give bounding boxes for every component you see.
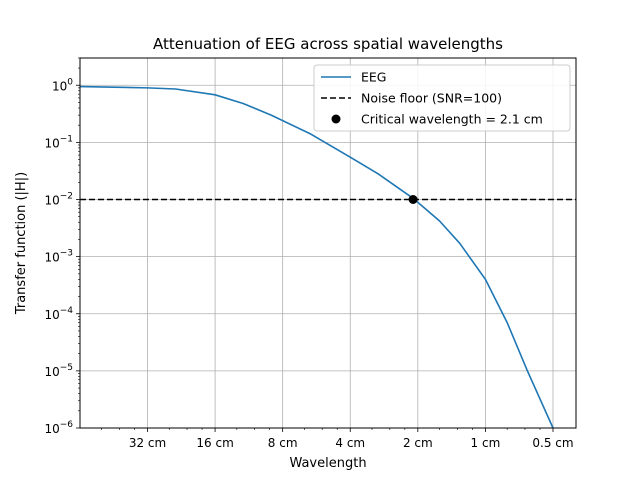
x-tick-label: 8 cm bbox=[268, 436, 298, 450]
y-tick-exponent: 0 bbox=[67, 77, 73, 87]
x-tick-label: 4 cm bbox=[335, 436, 365, 450]
y-tick-label: 10−2 bbox=[44, 192, 73, 208]
y-tick-exponent: −6 bbox=[60, 420, 74, 430]
x-tick-label: 1 cm bbox=[471, 436, 501, 450]
y-tick-label: 10−5 bbox=[44, 363, 73, 379]
y-tick-base: 10 bbox=[44, 308, 59, 322]
x-axis-label: Wavelength bbox=[289, 456, 366, 471]
y-axis-label: Transfer function (|H|) bbox=[14, 172, 29, 315]
x-tick-label: 16 cm bbox=[196, 436, 233, 450]
plot-frame bbox=[79, 57, 577, 429]
y-tick-base: 10 bbox=[52, 79, 67, 93]
y-tick-base: 10 bbox=[44, 422, 59, 436]
x-tick-label: 32 cm bbox=[129, 436, 166, 450]
y-tick-exponent: −5 bbox=[60, 363, 73, 373]
x-axis-ticks: 32 cm 16 cm 8 cm 4 cm 2 cm 1 cm 0.5 cm bbox=[101, 428, 574, 450]
critical-wavelength-marker bbox=[408, 195, 418, 205]
y-tick-exponent: −3 bbox=[60, 249, 73, 259]
legend-label: Noise floor (SNR=100) bbox=[361, 91, 502, 106]
y-tick-label: 10−6 bbox=[44, 420, 73, 436]
y-tick-label: 10−1 bbox=[44, 134, 73, 150]
y-tick-label: 10−4 bbox=[44, 306, 73, 322]
y-tick-base: 10 bbox=[44, 194, 59, 208]
y-tick-base: 10 bbox=[44, 251, 59, 265]
y-tick-label: 100 bbox=[52, 77, 73, 93]
y-tick-base: 10 bbox=[44, 136, 59, 150]
legend-swatch-critical-point bbox=[331, 114, 341, 124]
y-tick-exponent: −4 bbox=[60, 306, 74, 316]
legend-label: Critical wavelength = 2.1 cm bbox=[361, 112, 543, 127]
x-tick-label: 2 cm bbox=[403, 436, 433, 450]
legend-box bbox=[313, 64, 571, 132]
chart-title: Attenuation of EEG across spatial wavele… bbox=[153, 35, 503, 53]
y-tick-label: 10−3 bbox=[44, 249, 73, 265]
x-tick-label: 0.5 cm bbox=[532, 436, 573, 450]
eeg-series-line bbox=[79, 85, 554, 429]
legend-label: EEG bbox=[361, 70, 386, 85]
series-layer bbox=[79, 85, 576, 429]
y-tick-exponent: −2 bbox=[60, 192, 73, 202]
legend: EEG Noise floor (SNR=100) Critical wavelen… bbox=[313, 64, 571, 132]
y-tick-base: 10 bbox=[44, 365, 59, 379]
y-tick-exponent: −1 bbox=[60, 134, 73, 144]
